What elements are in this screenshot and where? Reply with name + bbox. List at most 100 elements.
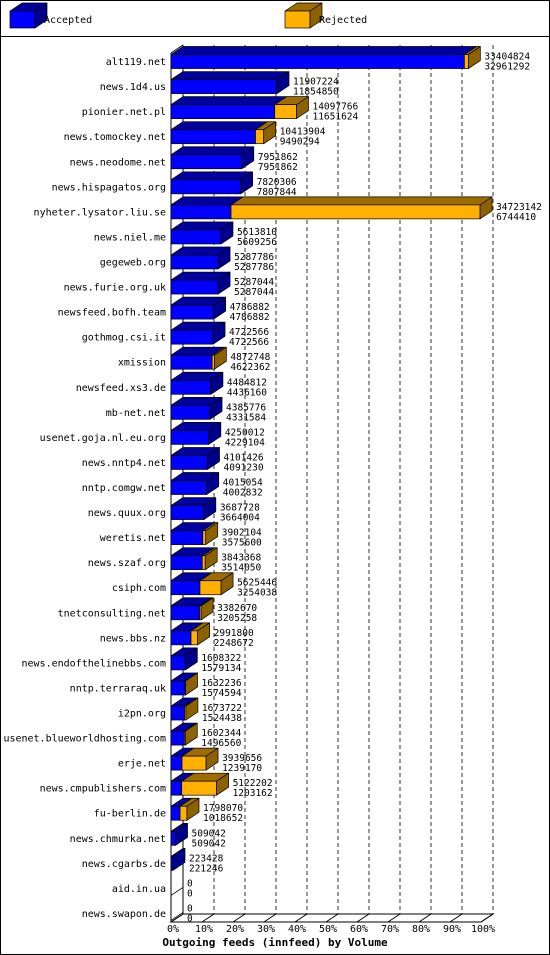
bar-rejected-front [181, 755, 207, 771]
value-label-accepted: 5287786 [234, 262, 274, 273]
value-label-accepted: 0 [187, 913, 193, 924]
value-label-accepted: 3514050 [221, 563, 261, 574]
row-label: news.furie.org.uk [64, 283, 166, 294]
value-label-accepted: 4229104 [225, 437, 265, 448]
bar-side [207, 447, 220, 470]
floor-tick-4 [294, 913, 308, 923]
bar-accepted [170, 321, 226, 345]
legend-item-rejected: Rejected [284, 2, 367, 29]
bar-accepted-front [170, 480, 207, 495]
bar-side [216, 772, 229, 796]
value-label-total: 4385776 [226, 402, 266, 413]
bar-rejected [199, 572, 234, 596]
bar-side [276, 71, 290, 94]
value-label-accepted: 1203162 [233, 788, 273, 799]
bar-rejected-front [230, 204, 481, 220]
bar-accepted [170, 396, 222, 420]
bar-accepted-front [170, 179, 241, 195]
bar-accepted-front [170, 455, 208, 470]
bar-accepted [170, 221, 234, 245]
value-label-accepted: 3254038 [237, 588, 277, 599]
bar-side [175, 822, 188, 846]
bar-accepted-front [170, 830, 176, 846]
row-label: aid.in.ua [112, 884, 166, 895]
bar-accepted-front [170, 755, 183, 771]
bar-accepted-front [170, 805, 181, 821]
bar-accepted [170, 121, 268, 145]
bar-rejected-front [464, 54, 469, 69]
floor-tick-7 [387, 913, 401, 923]
bar-accepted-front [170, 605, 200, 621]
row-label: news.endofthelinebbs.com [22, 658, 167, 669]
value-label-total: 3687728 [220, 503, 260, 514]
value-label-accepted: 2248672 [214, 638, 254, 649]
value-label-total: 7820306 [257, 177, 297, 188]
bar-side [296, 96, 309, 119]
row-label: news.tomockey.net [64, 132, 166, 143]
row-label: news.quux.org [88, 508, 166, 519]
bar-side [241, 146, 255, 170]
x-tick-label: 40% [288, 924, 306, 935]
x-tick-label: 70% [381, 924, 399, 935]
row-label: newsfeed.xs3.de [76, 383, 166, 394]
row-label: news.niel.me [94, 232, 166, 243]
floor-tick-3 [263, 913, 277, 923]
row-label: i2pn.org [118, 709, 166, 720]
value-label-accepted: 509042 [192, 838, 226, 849]
bar-accepted [170, 46, 477, 69]
floor-tick-2 [232, 913, 246, 923]
bar-side [220, 572, 234, 596]
row-label: usenet.goja.nl.eu.org [40, 433, 166, 444]
bar-empty-edge [170, 887, 184, 896]
bar-side [209, 396, 223, 420]
value-label-accepted: 32961292 [484, 62, 530, 73]
row-label: erje.net [118, 759, 166, 770]
legend-swatch-accepted [9, 2, 48, 29]
bar-side [185, 697, 199, 721]
bar-accepted [170, 697, 197, 721]
value-label-total: 14097766 [312, 102, 358, 113]
value-label-accepted: 1018652 [203, 813, 243, 824]
bar-accepted-front [170, 680, 186, 696]
row-label: news.cmpublishers.com [40, 784, 166, 795]
value-label-total: 0 [187, 903, 193, 914]
row-label: csiph.com [112, 583, 166, 594]
plot-corner-edge [170, 44, 184, 54]
value-label-accepted: 4091230 [224, 462, 264, 473]
value-label-accepted: 3205258 [217, 613, 257, 624]
bar-rejected-front [274, 104, 297, 119]
value-label-total: 1798070 [203, 803, 243, 814]
bar-row: usenet.blueworldhosting.com 1602344149656… [3, 722, 242, 749]
bar-side [240, 171, 253, 195]
bar-rejected-front [255, 129, 265, 145]
value-label-accepted: 0 [187, 888, 193, 899]
value-label-accepted: 4622362 [230, 362, 270, 373]
value-label-total: 4101426 [224, 452, 264, 463]
bar-side [212, 321, 226, 345]
row-label: nntp.comgw.net [82, 483, 166, 494]
bar-side [210, 371, 224, 395]
value-label-total: 1602344 [201, 728, 241, 739]
value-label-total: 1673722 [202, 703, 242, 714]
bar-accepted-front [170, 304, 214, 320]
bar-side [204, 547, 218, 571]
legend-swatch-accepted-box-front [9, 10, 36, 29]
value-label-accepted: 4786882 [230, 312, 270, 323]
value-label-accepted: 1239170 [222, 763, 262, 774]
gridlines [170, 45, 494, 923]
bar-side [208, 422, 222, 445]
row-label: news.hispagatos.org [52, 182, 166, 193]
bar-empty-edge [170, 912, 184, 921]
bar-accepted-top [170, 96, 288, 105]
